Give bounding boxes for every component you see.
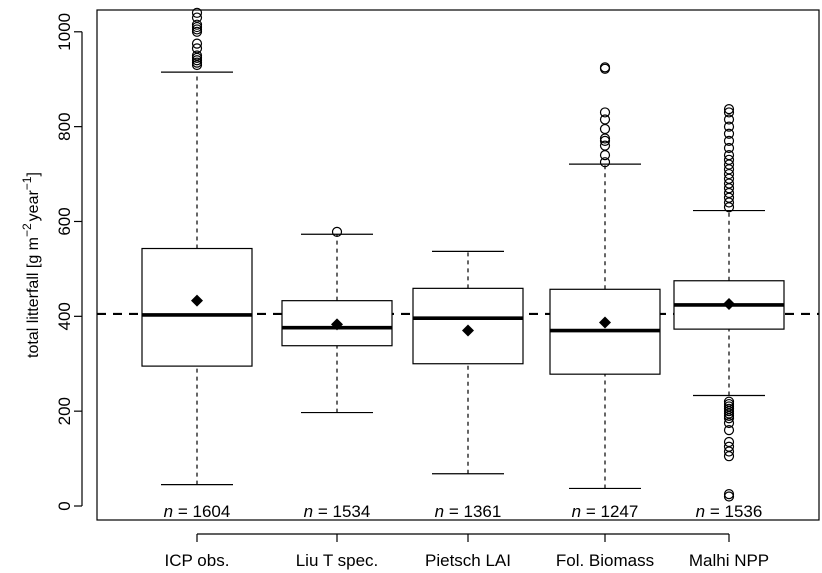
outlier-point	[599, 140, 611, 151]
mean-marker	[331, 318, 343, 331]
y-tick-label: 200	[55, 397, 74, 425]
x-tick-label: Liu T spec.	[296, 551, 379, 570]
outlier-point	[723, 121, 735, 132]
outlier-point	[599, 114, 611, 125]
y-axis-label-exp2: −1	[20, 176, 34, 190]
n-symbol: n	[304, 502, 313, 521]
n-value: = 1361	[444, 502, 501, 521]
n-symbol: n	[572, 502, 581, 521]
box-4	[549, 62, 661, 490]
boxes-group	[141, 7, 785, 502]
n-label: n = 1536	[696, 502, 763, 521]
outlier-point	[191, 12, 203, 23]
n-label: n = 1247	[572, 502, 639, 521]
outlier-point	[599, 62, 611, 73]
x-tick-label: Malhi NPP	[689, 551, 769, 570]
n-value: = 1536	[705, 502, 762, 521]
outlier-point	[723, 149, 735, 161]
n-value: = 1604	[173, 502, 230, 521]
outlier-point	[723, 128, 735, 139]
y-tick-label: 400	[55, 302, 74, 330]
y-tick-label: 800	[55, 112, 74, 140]
mean-marker	[191, 294, 203, 307]
n-label: n = 1534	[304, 502, 371, 521]
outlier-point	[599, 157, 611, 168]
n-labels-group: n = 1604 n = 1534 n = 1361 n = 1247 n = 1536	[164, 502, 763, 521]
outlier-point	[191, 19, 203, 30]
outlier-point	[723, 489, 735, 500]
outlier-point	[191, 43, 203, 54]
y-axis-label-main: total litterfall [g m	[25, 237, 42, 358]
box-3	[412, 250, 524, 475]
outlier-point	[723, 396, 735, 407]
box-2	[281, 226, 393, 414]
x-tick-label: Pietsch LAI	[425, 551, 511, 570]
x-tick-label: ICP obs.	[165, 551, 230, 570]
outlier-point	[723, 154, 735, 165]
outlier-point	[723, 436, 735, 448]
x-tick-label: Fol. Biomass	[556, 551, 654, 570]
outlier-point	[723, 107, 735, 118]
y-axis-label-mid: year	[25, 190, 42, 222]
box-5	[673, 103, 785, 502]
box-1	[141, 7, 253, 486]
y-tick-label: 1000	[55, 13, 74, 51]
plot-frame	[96, 9, 820, 521]
outlier-point	[723, 135, 735, 146]
x-axis: ICP obs. Liu T spec. Pietsch LAI Fol. Bioma…	[165, 533, 769, 570]
outlier-point	[599, 107, 611, 118]
y-axis-label-exp1: −2	[20, 223, 34, 237]
outlier-point	[723, 142, 735, 154]
n-symbol: n	[435, 502, 444, 521]
outlier-point	[723, 441, 735, 452]
y-axis: 0 200 400 600 800 1000	[55, 13, 83, 511]
mean-marker	[599, 316, 611, 329]
n-label: n = 1604	[164, 502, 231, 521]
n-value: = 1534	[313, 502, 370, 521]
outlier-point	[599, 123, 611, 135]
mean-marker	[462, 324, 474, 337]
n-label: n = 1361	[435, 502, 502, 521]
outlier-point	[723, 114, 735, 125]
y-axis-label-end: ]	[25, 172, 42, 176]
n-value: = 1247	[581, 502, 638, 521]
mean-marker	[723, 297, 735, 310]
outlier-point	[191, 7, 203, 18]
y-tick-label: 600	[55, 207, 74, 235]
box-iqr	[141, 247, 253, 367]
outlier-point	[331, 226, 343, 238]
n-symbol: n	[696, 502, 705, 521]
y-tick-label: 0	[55, 501, 74, 510]
outlier-point	[191, 38, 203, 49]
plot-area	[96, 9, 820, 521]
outlier-point	[191, 50, 203, 61]
y-axis-label: total litterfall [g m−2year−1]	[20, 172, 42, 358]
outlier-point	[723, 425, 735, 436]
outlier-point	[723, 103, 735, 115]
n-symbol: n	[164, 502, 173, 521]
